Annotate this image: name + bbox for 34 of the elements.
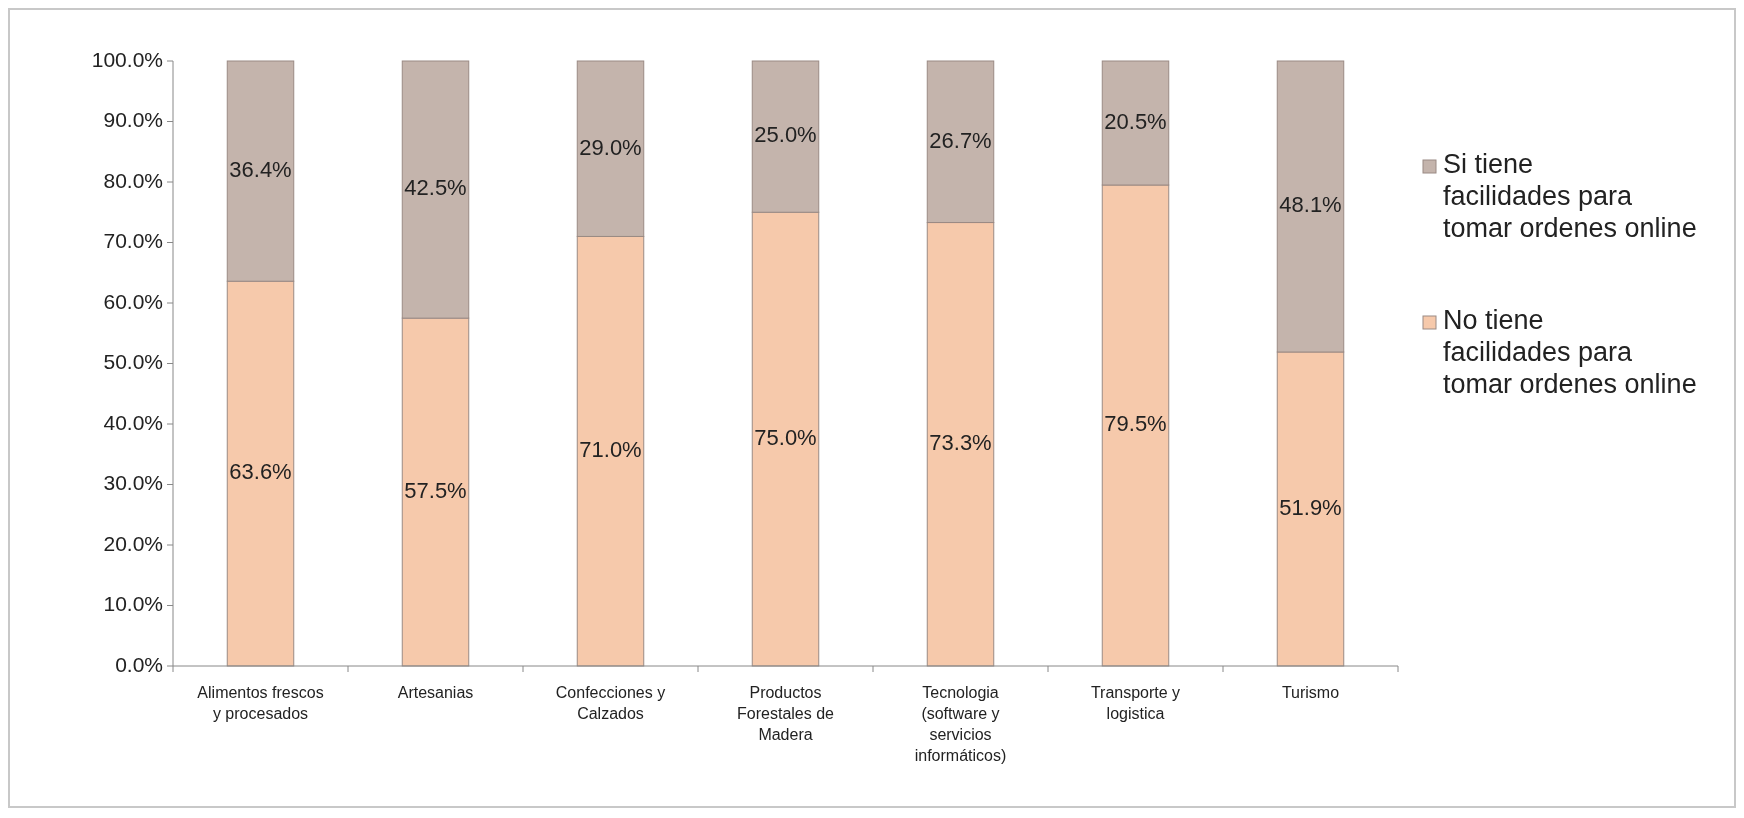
data-label: 26.7% — [929, 127, 992, 153]
data-label: 57.5% — [404, 477, 467, 503]
data-label: 48.1% — [1279, 192, 1342, 218]
data-label: 79.5% — [1104, 411, 1167, 437]
x-tick-label: Tecnologia (software y servicios informáticos) — [914, 684, 1007, 764]
y-tick-label: 100.0% — [91, 47, 163, 71]
legend-label: Si tiene facilidades para tomar ordenes online — [1443, 149, 1697, 243]
y-tick-label: 80.0% — [103, 168, 163, 192]
x-tick-label: Transporte y logistica — [1090, 684, 1181, 722]
data-label: 51.9% — [1279, 494, 1342, 520]
data-label: 42.5% — [404, 175, 467, 201]
y-tick-label: 0.0% — [115, 652, 163, 676]
data-label: 36.4% — [229, 156, 292, 182]
x-tick-label: Confecciones y Calzados — [555, 684, 666, 722]
data-label: 20.5% — [1104, 108, 1167, 134]
x-tick-label: Artesanias — [397, 684, 474, 701]
y-tick-label: 30.0% — [103, 471, 163, 495]
y-tick-label: 40.0% — [103, 410, 163, 434]
y-tick-label: 60.0% — [103, 289, 163, 313]
y-tick-label: 70.0% — [103, 229, 163, 253]
data-label: 63.6% — [229, 459, 292, 485]
y-tick-label: 20.0% — [103, 531, 163, 555]
data-label: 25.0% — [754, 122, 817, 148]
data-label: 29.0% — [579, 134, 642, 160]
y-tick-label: 10.0% — [103, 592, 163, 616]
y-tick-label: 50.0% — [103, 350, 163, 374]
legend-label: No tiene facilidades para tomar ordenes online — [1443, 305, 1697, 399]
data-label: 75.0% — [754, 424, 817, 450]
data-label: 71.0% — [579, 437, 642, 463]
x-tick-label: Turismo — [1281, 684, 1340, 701]
x-tick-label: Alimentos frescos y procesados — [197, 684, 324, 722]
data-label: 73.3% — [929, 430, 992, 456]
y-tick-label: 90.0% — [103, 108, 163, 132]
x-tick-label: Productos Forestales de Madera — [737, 684, 835, 743]
